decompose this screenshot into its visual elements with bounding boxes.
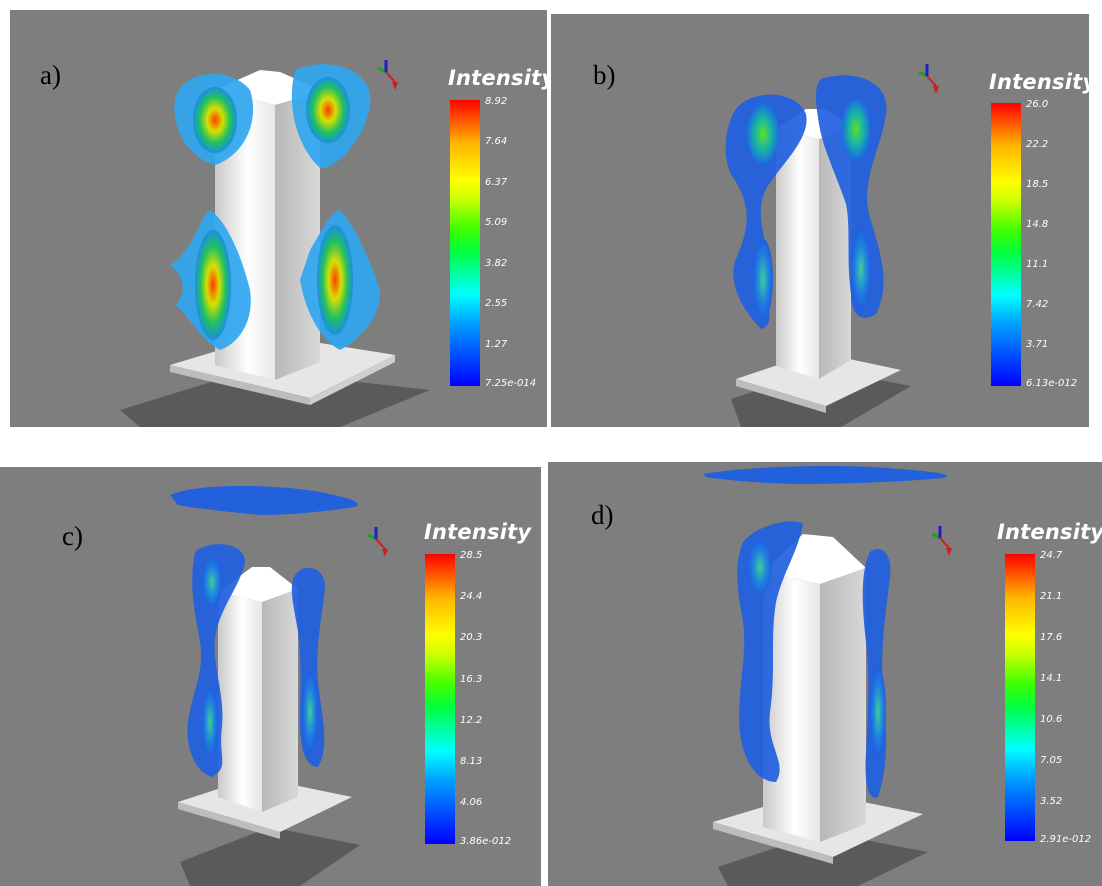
colorbar-tick-label: 24.7 bbox=[1040, 550, 1062, 561]
colorbar-tick-label: 3.52 bbox=[1040, 796, 1062, 807]
warm-core bbox=[747, 104, 779, 164]
colorbar-tick-label: 22.2 bbox=[1026, 139, 1048, 150]
colorbar-tick-label: 2.55 bbox=[485, 298, 507, 309]
colorbar-tick-label: 14.8 bbox=[1026, 219, 1048, 230]
colorbar-title: Intensity bbox=[448, 66, 547, 90]
colorbar bbox=[991, 103, 1021, 386]
panel-label: c) bbox=[62, 521, 83, 552]
cool-core bbox=[748, 539, 772, 595]
tower-front bbox=[218, 592, 262, 812]
axis-triad-icon bbox=[368, 527, 388, 557]
colorbar-title: Intensity bbox=[997, 520, 1102, 544]
cool-core bbox=[753, 239, 773, 319]
colorbar-tick-label: 28.5 bbox=[460, 550, 482, 561]
panel-d: d) Intensity 24.7 21.1 17.6 14.1 10.6 7.… bbox=[548, 462, 1102, 886]
panel-b: b) Intensity 26.0 22.2 18.5 14.8 11.1 7.… bbox=[551, 14, 1089, 427]
colorbar-tick-label: 18.5 bbox=[1026, 179, 1048, 190]
colorbar bbox=[425, 554, 455, 844]
colorbar-tick-label: 20.3 bbox=[460, 632, 482, 643]
colorbar-tick-label: 14.1 bbox=[1040, 673, 1062, 684]
axis-triad-icon bbox=[932, 526, 952, 556]
colorbar-tick-label: 7.64 bbox=[485, 136, 507, 147]
colorbar-tick-label: 6.13e-012 bbox=[1026, 378, 1077, 389]
warm-core bbox=[842, 99, 870, 159]
colorbar-tick-label: 11.1 bbox=[1026, 259, 1048, 270]
colorbar bbox=[450, 100, 480, 386]
cool-core bbox=[202, 687, 218, 757]
cool-core bbox=[851, 229, 871, 309]
panel-c: c) Intensity 28.5 24.4 20.3 16.3 12.2 8.… bbox=[0, 467, 541, 886]
panel-label: a) bbox=[40, 60, 61, 91]
colorbar-tick-label: 5.09 bbox=[485, 217, 507, 228]
floating-isosurface bbox=[170, 486, 358, 515]
colorbar-tick-label: 7.25e-014 bbox=[485, 378, 536, 389]
colorbar-title: Intensity bbox=[989, 70, 1089, 94]
panel-label: b) bbox=[593, 60, 616, 91]
cool-core bbox=[202, 557, 222, 607]
colorbar-tick-label: 8.92 bbox=[485, 96, 507, 107]
cool-core bbox=[870, 667, 886, 757]
colorbar-title: Intensity bbox=[424, 520, 531, 544]
hot-core bbox=[195, 230, 231, 340]
colorbar-tick-label: 3.82 bbox=[485, 258, 507, 269]
colorbar-tick-label: 10.6 bbox=[1040, 714, 1062, 725]
hot-core bbox=[317, 225, 353, 335]
colorbar-tick-label: 16.3 bbox=[460, 674, 482, 685]
hot-core bbox=[306, 77, 350, 143]
tower-side bbox=[262, 589, 298, 812]
colorbar-tick-label: 8.13 bbox=[460, 756, 482, 767]
hot-core bbox=[193, 87, 237, 153]
tower-side bbox=[820, 568, 866, 842]
colorbar-tick-label: 6.37 bbox=[485, 177, 507, 188]
colorbar-tick-label: 26.0 bbox=[1026, 99, 1048, 110]
panel-label: d) bbox=[591, 500, 614, 531]
colorbar-tick-label: 7.42 bbox=[1026, 299, 1048, 310]
floating-isosurface bbox=[703, 466, 947, 484]
colorbar-tick-label: 24.4 bbox=[460, 591, 482, 602]
colorbar-tick-label: 2.91e-012 bbox=[1040, 834, 1091, 845]
colorbar-tick-label: 12.2 bbox=[460, 715, 482, 726]
colorbar-tick-label: 3.86e-012 bbox=[460, 836, 511, 847]
colorbar-tick-label: 4.06 bbox=[460, 797, 482, 808]
tower-front bbox=[776, 129, 819, 379]
colorbar-tick-label: 17.6 bbox=[1040, 632, 1062, 643]
panel-a: a) Intensity 8.92 7.64 6.37 5.09 3.82 2.… bbox=[10, 10, 547, 427]
colorbar-tick-label: 21.1 bbox=[1040, 591, 1062, 602]
colorbar bbox=[1005, 554, 1035, 841]
colorbar-tick-label: 1.27 bbox=[485, 339, 507, 350]
colorbar-tick-label: 7.05 bbox=[1040, 755, 1062, 766]
axis-triad-icon bbox=[919, 64, 939, 94]
colorbar-tick-label: 3.71 bbox=[1026, 339, 1048, 350]
axis-triad-icon bbox=[378, 60, 398, 90]
cool-core bbox=[302, 672, 318, 752]
